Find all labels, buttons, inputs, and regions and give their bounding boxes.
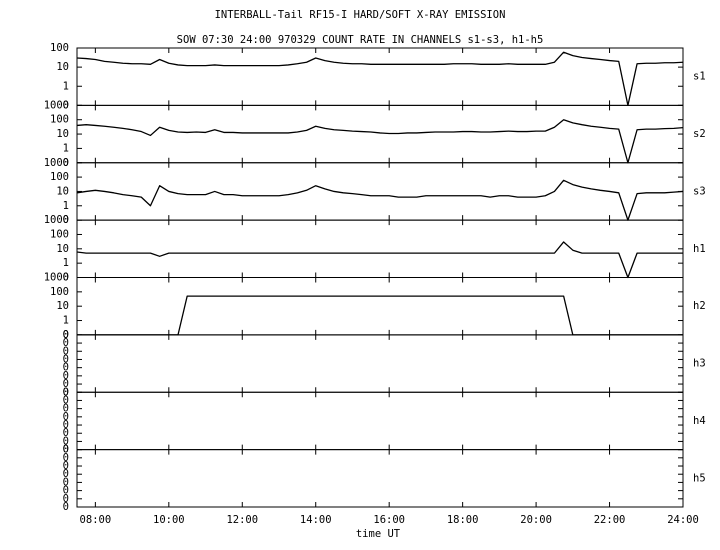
x-tick-label: 22:00 bbox=[594, 514, 626, 526]
y-tick-label: 0 bbox=[63, 329, 69, 341]
y-tick-label: 1000 bbox=[44, 157, 69, 169]
panel-frame bbox=[76, 449, 684, 508]
y-tick-label: 10 bbox=[56, 185, 69, 197]
y-tick-label: 1 bbox=[63, 315, 69, 327]
channel-label: s3 bbox=[693, 185, 706, 197]
y-tick-label: 0 bbox=[63, 468, 69, 480]
channel-label: s2 bbox=[693, 128, 706, 140]
y-tick-label: 0 bbox=[63, 444, 69, 456]
y-tick-label: 0 bbox=[63, 427, 69, 439]
y-tick-label: 0 bbox=[63, 460, 69, 472]
y-tick-label: 10 bbox=[56, 128, 69, 140]
x-tick-label: 16:00 bbox=[373, 514, 405, 526]
y-tick-label: 0 bbox=[63, 476, 69, 488]
y-tick-label: 1 bbox=[63, 80, 69, 92]
y-tick-label: 100 bbox=[50, 114, 69, 126]
y-tick-label: 0 bbox=[63, 370, 69, 382]
y-tick-label: 0 bbox=[63, 272, 69, 284]
y-tick-label: 0 bbox=[63, 99, 69, 111]
y-tick-label: 0 bbox=[63, 493, 69, 505]
y-tick-label: 0 bbox=[63, 362, 69, 374]
x-axis-label: time UT bbox=[356, 528, 401, 540]
y-tick-label: 0 bbox=[63, 386, 69, 398]
channel-label: h2 bbox=[693, 300, 706, 312]
channel-label: s1 bbox=[693, 71, 706, 83]
y-tick-label: 1000 bbox=[44, 214, 69, 226]
y-tick-label: 10 bbox=[56, 61, 69, 73]
y-tick-label: 0 bbox=[63, 403, 69, 415]
y-tick-label: 0 bbox=[63, 353, 69, 365]
y-tick-label: 0 bbox=[63, 452, 69, 464]
trace bbox=[76, 119, 684, 164]
x-tick-label: 08:00 bbox=[80, 514, 112, 526]
channel-label: h1 bbox=[693, 243, 706, 255]
x-tick-label: 20:00 bbox=[520, 514, 552, 526]
y-tick-label: 0 bbox=[63, 435, 69, 447]
y-tick-label: 0 bbox=[63, 394, 69, 406]
y-tick-label: 1 bbox=[63, 257, 69, 269]
y-tick-label: 0 bbox=[63, 386, 69, 398]
chart-subtitle: SOW 07:30 24:00 970329 COUNT RATE IN CHA… bbox=[177, 34, 544, 46]
y-tick-label: 100 bbox=[50, 286, 69, 298]
y-tick-label: 10 bbox=[56, 300, 69, 312]
y-tick-label: 0 bbox=[63, 419, 69, 431]
y-tick-label: 1 bbox=[63, 142, 69, 154]
trace bbox=[76, 51, 684, 107]
trace bbox=[76, 241, 683, 279]
y-tick-label: 100 bbox=[50, 42, 69, 54]
channel-label: h4 bbox=[693, 415, 706, 427]
y-tick-label: 0 bbox=[63, 444, 69, 456]
y-tick-label: 1000 bbox=[44, 272, 69, 284]
y-tick-label: 0 bbox=[63, 411, 69, 423]
y-tick-label: 0 bbox=[63, 501, 69, 513]
y-tick-label: 100 bbox=[50, 171, 69, 183]
y-tick-label: 0 bbox=[63, 485, 69, 497]
chart-title: INTERBALL-Tail RF15-I HARD/SOFT X-RAY EM… bbox=[215, 9, 506, 21]
y-tick-label: 0 bbox=[63, 378, 69, 390]
y-tick-label: 10 bbox=[56, 243, 69, 255]
y-tick-label: 0 bbox=[63, 214, 69, 226]
y-tick-label: 0 bbox=[63, 345, 69, 357]
x-tick-label: 14:00 bbox=[300, 514, 332, 526]
y-tick-label: 1000 bbox=[44, 99, 69, 111]
channel-label: h5 bbox=[693, 472, 706, 484]
y-tick-label: 0 bbox=[63, 337, 69, 349]
x-tick-label: 10:00 bbox=[153, 514, 185, 526]
x-tick-label: 18:00 bbox=[447, 514, 479, 526]
y-tick-label: 100 bbox=[50, 228, 69, 240]
trace bbox=[76, 179, 684, 221]
y-tick-label: 0 bbox=[63, 329, 69, 341]
x-tick-label: 12:00 bbox=[226, 514, 258, 526]
x-tick-label: 24:00 bbox=[667, 514, 699, 526]
y-tick-label: 1 bbox=[63, 200, 69, 212]
y-tick-label: 0 bbox=[63, 157, 69, 169]
channel-label: h3 bbox=[693, 358, 706, 370]
